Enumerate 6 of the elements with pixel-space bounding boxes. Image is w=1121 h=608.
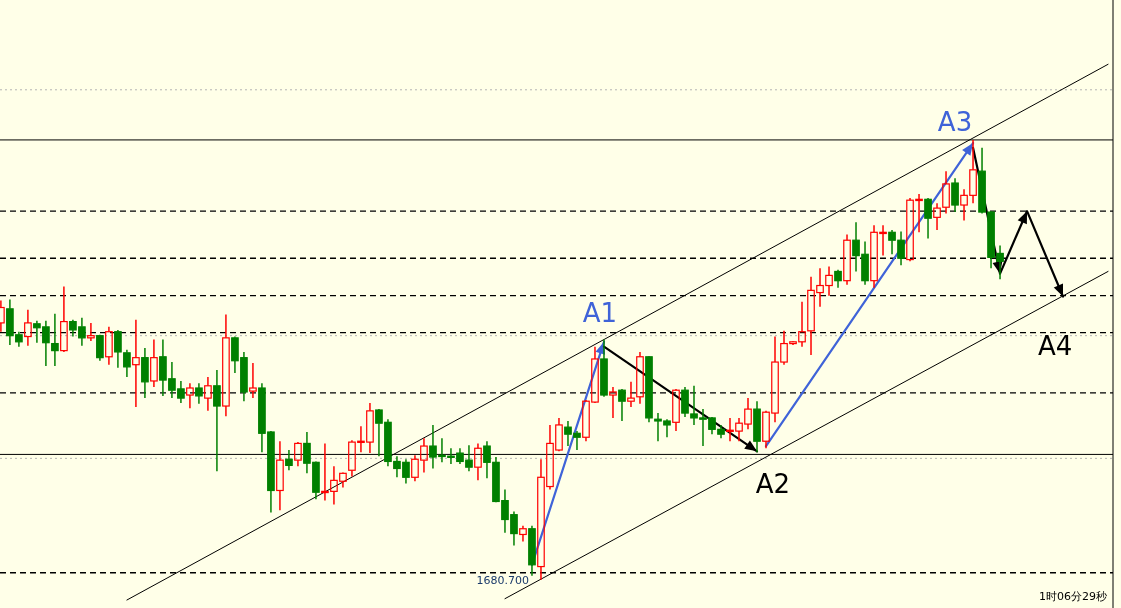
annotation: A1	[582, 297, 618, 328]
text: 1时06分29秒	[1039, 590, 1107, 603]
annotation: 1680.700	[476, 573, 529, 587]
annotation: A2	[755, 469, 791, 500]
annotation: A4	[1037, 330, 1073, 361]
text: A3	[937, 107, 973, 138]
